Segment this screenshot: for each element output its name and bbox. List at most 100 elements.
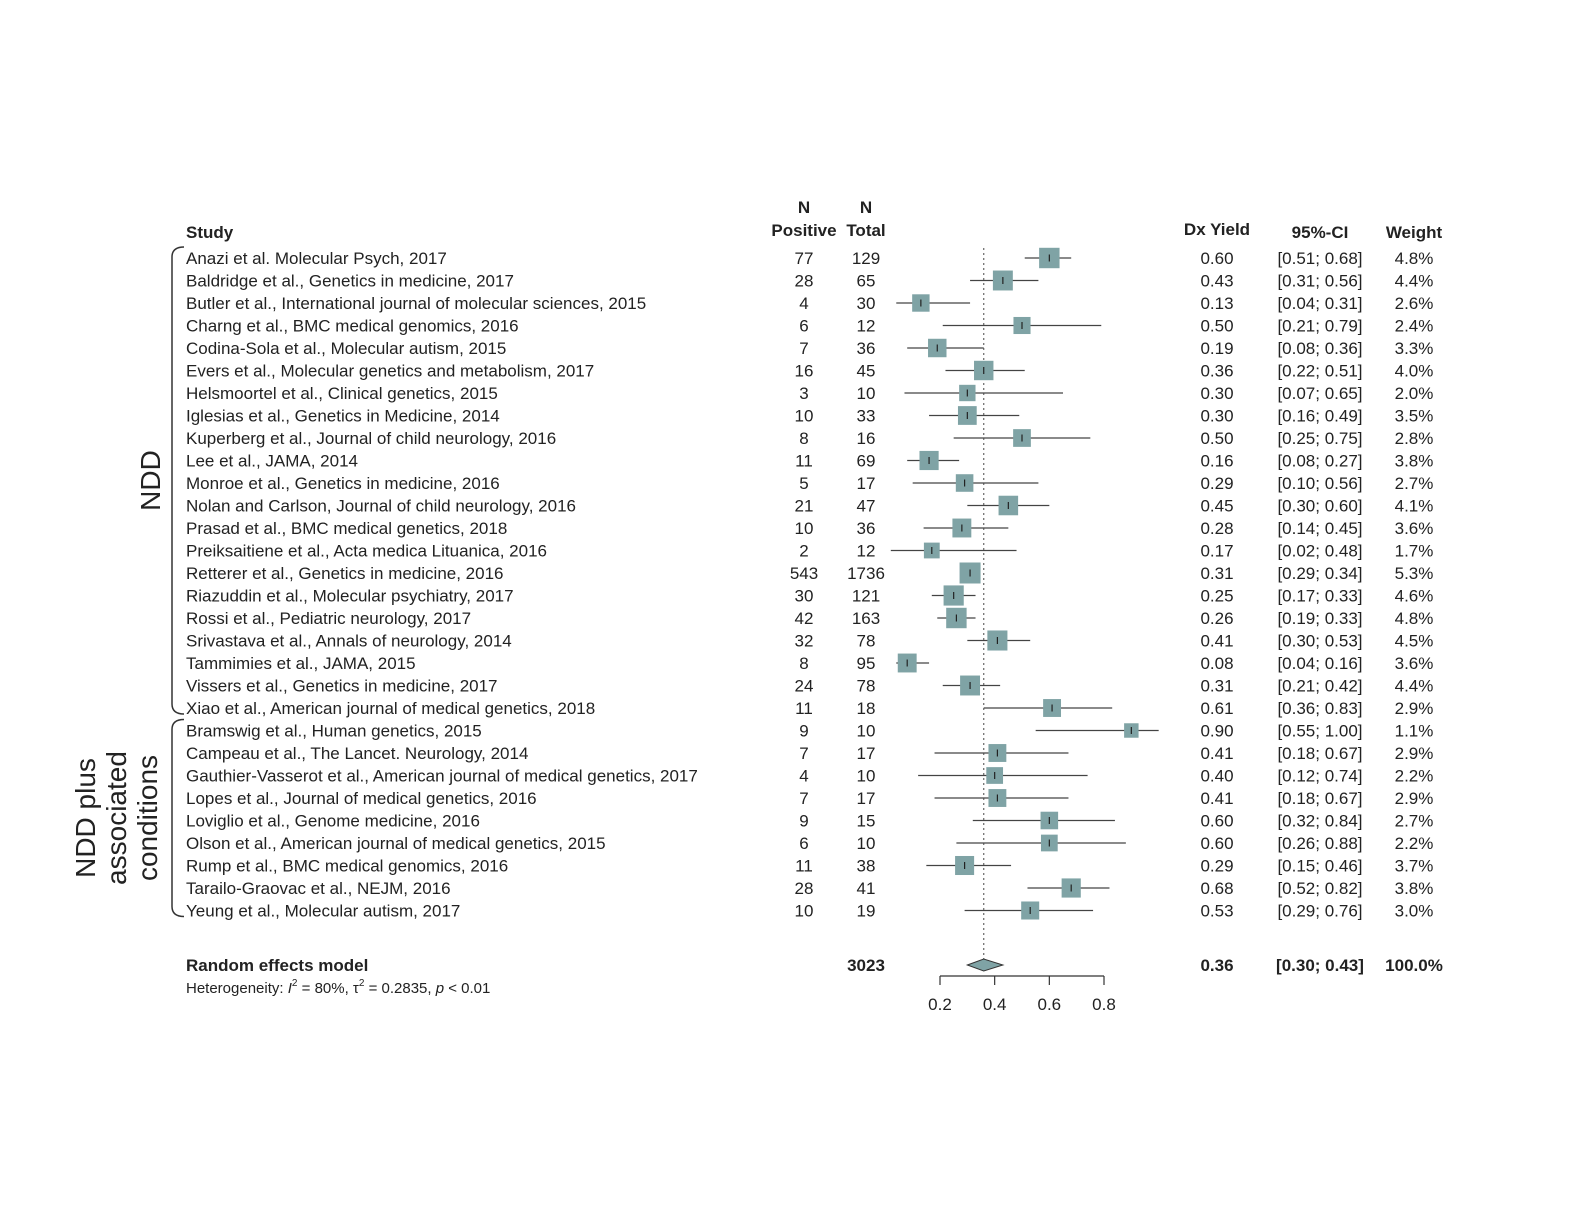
study-name: Butler et al., International journal of … [186,294,646,313]
confidence-interval: [0.19; 0.33] [1277,609,1362,628]
n-total: 41 [857,879,876,898]
dx-yield: 0.16 [1200,452,1233,471]
weight: 3.3% [1395,339,1434,358]
study-name: Nolan and Carlson, Journal of child neur… [186,497,576,516]
x-tick-label: 0.8 [1092,995,1116,1014]
dx-yield: 0.08 [1200,654,1233,673]
n-positive: 77 [795,249,814,268]
dx-yield: 0.60 [1200,249,1233,268]
i2-value: = 80%, [297,980,352,997]
n-total: 163 [852,609,880,628]
study-name: Monroe et al., Genetics in medicine, 201… [186,474,500,493]
weight: 4.4% [1395,677,1434,696]
confidence-interval: [0.02; 0.48] [1277,542,1362,561]
dx-yield: 0.28 [1200,519,1233,538]
n-total: 65 [857,272,876,291]
n-total: 30 [857,294,876,313]
weight: 2.4% [1395,317,1434,336]
study-name: Riazuddin et al., Molecular psychiatry, … [186,587,514,606]
weight: 4.1% [1395,497,1434,516]
n-total: 47 [857,497,876,516]
confidence-interval: [0.21; 0.42] [1277,677,1362,696]
n-total: 95 [857,654,876,673]
study-name: Lopes et al., Journal of medical genetic… [186,789,537,808]
n-total: 1736 [847,564,885,583]
confidence-interval: [0.14; 0.45] [1277,519,1362,538]
pooled-n-total: 3023 [847,956,885,975]
dx-yield: 0.29 [1200,857,1233,876]
n-positive: 6 [799,834,808,853]
n-positive: 7 [799,744,808,763]
n-positive: 7 [799,789,808,808]
confidence-interval: [0.31; 0.56] [1277,272,1362,291]
weight: 2.0% [1395,384,1434,403]
n-total: 78 [857,677,876,696]
header-ntotal-line2: Total [846,221,885,240]
i2-symbol: I [288,980,292,997]
dx-yield: 0.68 [1200,879,1233,898]
weight: 3.8% [1395,879,1434,898]
dx-yield: 0.60 [1200,834,1233,853]
study-name: Codina-Sola et al., Molecular autism, 20… [186,339,506,358]
weight: 2.8% [1395,429,1434,448]
n-total: 10 [857,722,876,741]
p-symbol: p [435,980,444,997]
confidence-interval: [0.04; 0.16] [1277,654,1362,673]
n-positive: 5 [799,474,808,493]
confidence-interval: [0.12; 0.74] [1277,767,1362,786]
confidence-interval: [0.10; 0.56] [1277,474,1362,493]
n-total: 19 [857,902,876,921]
weight: 2.9% [1395,699,1434,718]
dx-yield: 0.13 [1200,294,1233,313]
study-name: Srivastava et al., Annals of neurology, … [186,632,512,651]
weight: 2.2% [1395,767,1434,786]
weight: 5.3% [1395,564,1434,583]
n-total: 45 [857,362,876,381]
n-total: 17 [857,744,876,763]
dx-yield: 0.53 [1200,902,1233,921]
study-name: Campeau et al., The Lancet. Neurology, 2… [186,744,528,763]
tau-superscript: 2 [359,978,365,989]
n-positive: 24 [795,677,814,696]
tau-value: = 0.2835, [364,980,435,997]
weight: 2.9% [1395,789,1434,808]
n-total: 10 [857,834,876,853]
confidence-interval: [0.08; 0.27] [1277,452,1362,471]
n-positive: 7 [799,339,808,358]
n-total: 18 [857,699,876,718]
study-name: Gauthier-Vasserot et al., American journ… [186,767,698,786]
x-tick-label: 0.2 [928,995,952,1014]
n-total: 12 [857,317,876,336]
confidence-interval: [0.07; 0.65] [1277,384,1362,403]
n-positive: 21 [795,497,814,516]
pooled-diamond [965,958,1005,972]
header-npos-line1: N [798,198,810,217]
weight: 3.7% [1395,857,1434,876]
dx-yield: 0.90 [1200,722,1233,741]
weight: 4.0% [1395,362,1434,381]
pooled-ci: [0.30; 0.43] [1276,956,1364,975]
pooled-yield: 0.36 [1200,956,1233,975]
header-npos-line2: Positive [771,221,836,240]
dx-yield: 0.61 [1200,699,1233,718]
header-ci: 95%-CI [1292,223,1349,242]
n-positive: 11 [795,452,813,471]
study-name: Baldridge et al., Genetics in medicine, … [186,272,514,291]
study-name: Helsmoortel et al., Clinical genetics, 2… [186,384,498,403]
weight: 4.8% [1395,609,1434,628]
n-positive: 543 [790,564,818,583]
n-total: 36 [857,519,876,538]
confidence-interval: [0.16; 0.49] [1277,407,1362,426]
header-ntotal-line1: N [860,198,872,217]
dx-yield: 0.29 [1200,474,1233,493]
n-total: 17 [857,789,876,808]
study-name: Prasad et al., BMC medical genetics, 201… [186,519,507,538]
confidence-interval: [0.29; 0.76] [1277,902,1362,921]
weight: 3.0% [1395,902,1434,921]
n-positive: 11 [795,857,813,876]
n-positive: 4 [799,767,808,786]
confidence-interval: [0.29; 0.34] [1277,564,1362,583]
confidence-interval: [0.04; 0.31] [1277,294,1362,313]
study-name: Evers et al., Molecular genetics and met… [186,362,594,381]
